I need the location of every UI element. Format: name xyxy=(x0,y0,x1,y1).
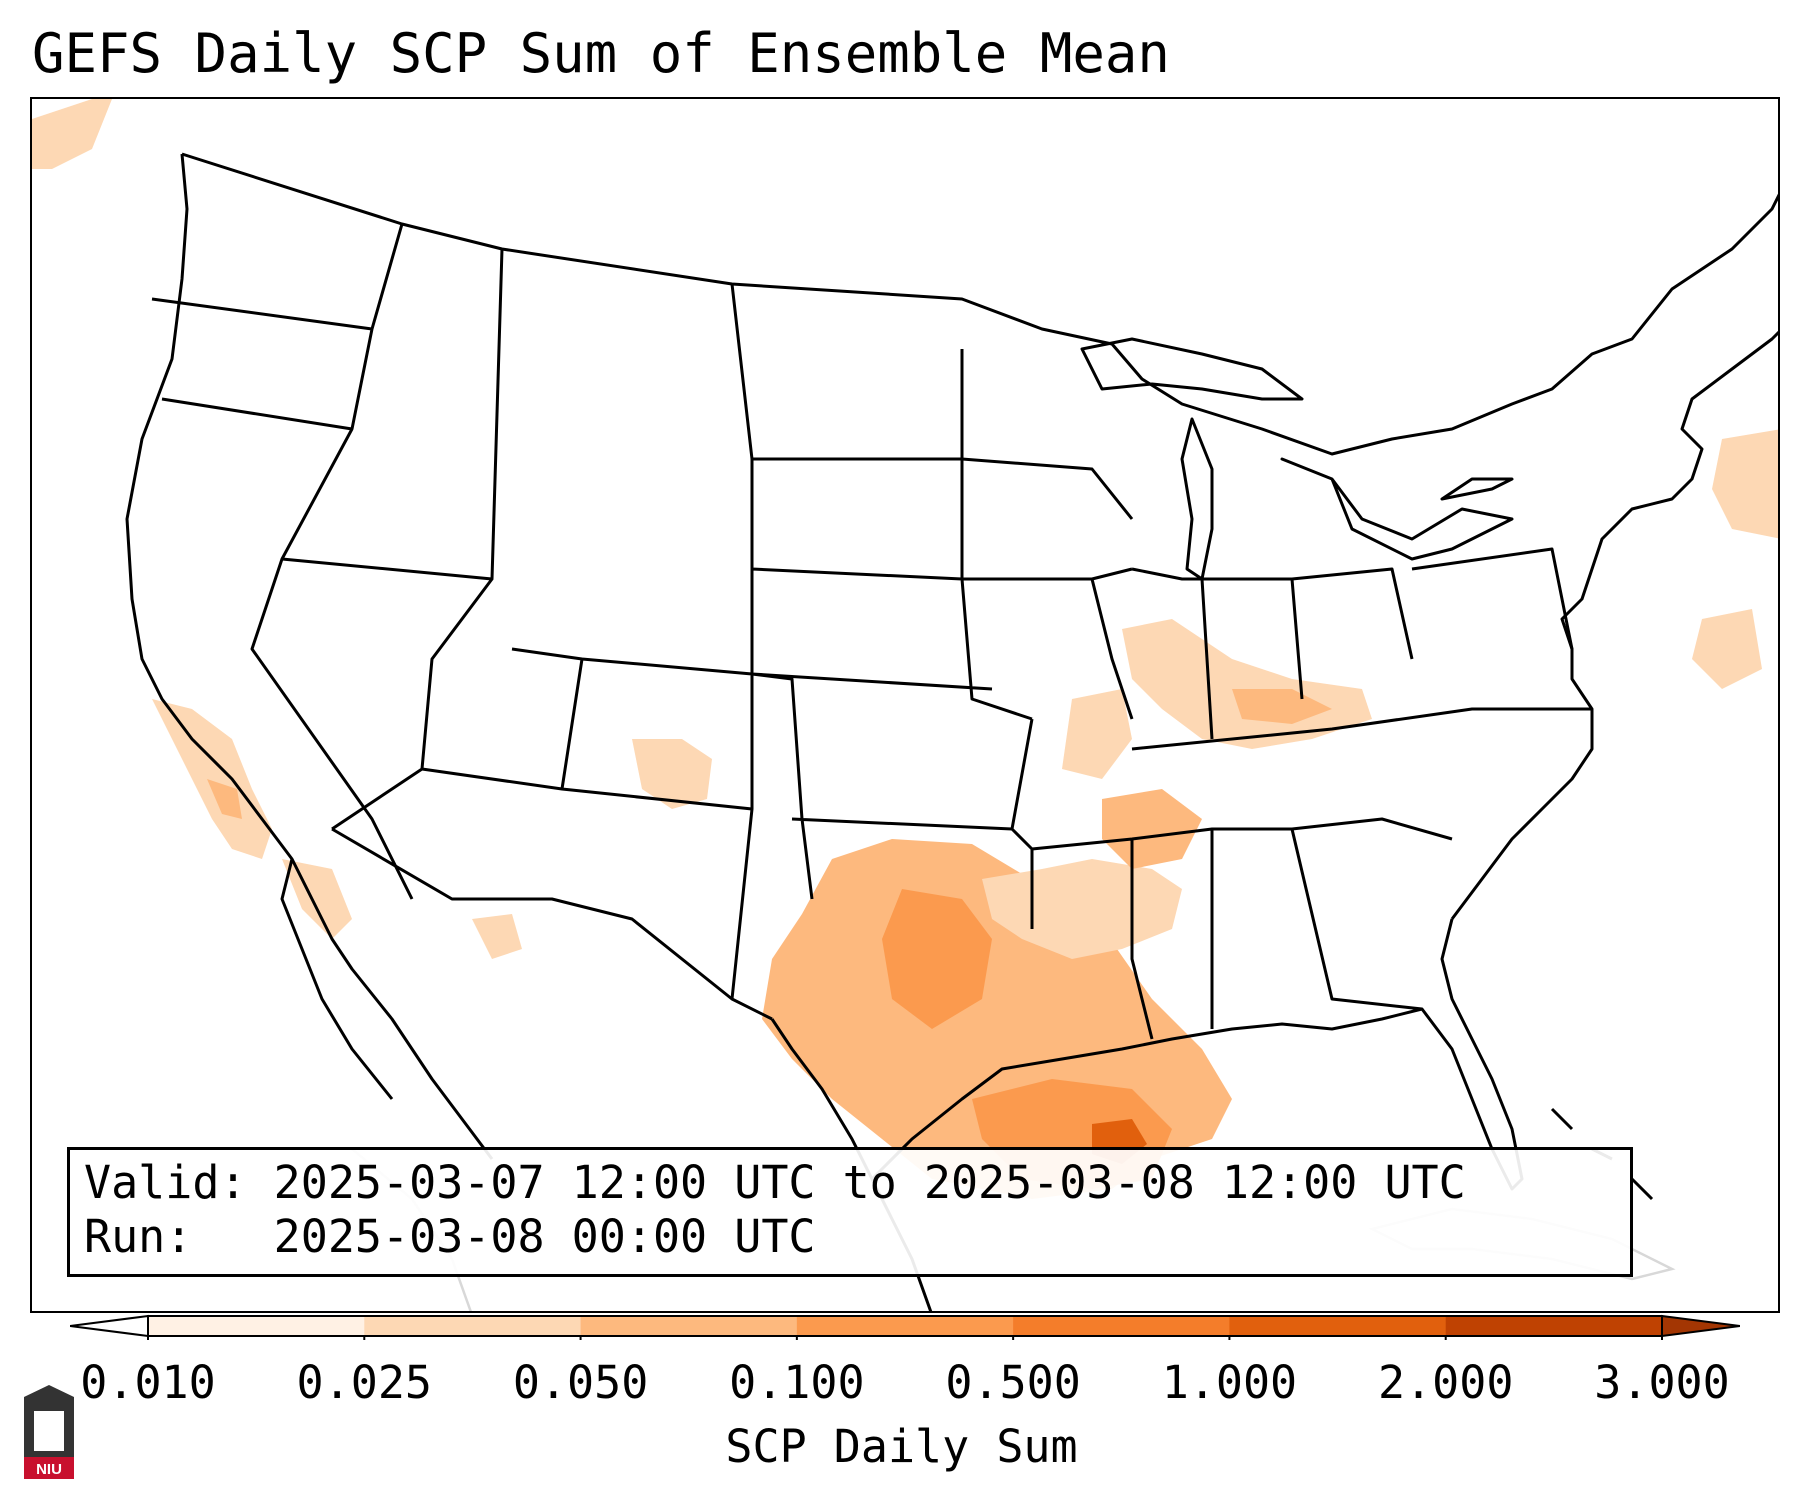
pacific-coast xyxy=(125,153,494,1160)
valid-value: 2025-03-07 12:00 UTC to 2025-03-08 12:00… xyxy=(273,1156,1466,1209)
colorbar-tick-label: 0.050 xyxy=(512,1356,649,1409)
colorbar-tick-label: 0.500 xyxy=(945,1356,1081,1409)
run-label: Run: xyxy=(84,1210,193,1263)
colorbar-segment xyxy=(580,1316,798,1336)
colorbar-extend-low xyxy=(70,1314,149,1338)
scp-area-missouri xyxy=(1062,689,1132,779)
colorbar xyxy=(70,1314,1740,1340)
scp-area-texas-core xyxy=(882,889,992,1029)
scp-area-mississippi xyxy=(1102,789,1202,869)
colorbar-tick-label: 2.000 xyxy=(1377,1356,1514,1409)
colorbar-segment xyxy=(148,1316,365,1336)
niu-logo: NIU xyxy=(24,1385,74,1479)
colorbar-tick-label: 3.000 xyxy=(1594,1356,1730,1409)
lake-michigan xyxy=(1180,417,1214,581)
map-svg xyxy=(32,99,1778,1311)
scp-area-mexico-inland xyxy=(472,914,522,959)
logo-badge xyxy=(24,1457,74,1479)
colorbar-extend-high xyxy=(1661,1314,1740,1338)
lake-ontario xyxy=(1440,477,1514,501)
state-lines-midwest xyxy=(960,349,1574,740)
colorbar-segment xyxy=(796,1316,1014,1336)
scp-area-pacific-nw xyxy=(32,99,112,169)
texas-coast xyxy=(870,918,1524,1191)
run-row: Run: 2025-03-08 00:00 UTC xyxy=(84,1210,1630,1264)
atlantic-coast xyxy=(1450,330,1778,920)
canada-border xyxy=(181,152,1778,456)
logo-window-icon xyxy=(34,1411,64,1451)
colorbar-tick-label: 0.025 xyxy=(296,1356,433,1409)
colorbar-ticks xyxy=(147,1336,1663,1340)
baja-coast xyxy=(280,858,394,1100)
scp-area-new-mexico xyxy=(632,739,712,809)
colorbar-segment xyxy=(1445,1316,1663,1336)
state-lines-mexico xyxy=(331,827,773,1021)
lake-superior xyxy=(1080,337,1304,401)
colorbar-segments xyxy=(147,1315,1663,1337)
colorbar-tick-label: 0.010 xyxy=(80,1356,216,1409)
scp-area-atlantic-ne xyxy=(1712,429,1778,539)
run-value: 2025-03-08 00:00 UTC xyxy=(273,1210,816,1263)
state-lines-plains xyxy=(730,283,1034,929)
scp-area-socal-core xyxy=(207,779,242,819)
valid-label: Valid: xyxy=(84,1156,247,1209)
info-box: Valid: 2025-03-07 12:00 UTC to 2025-03-0… xyxy=(67,1147,1633,1277)
scp-area-socal xyxy=(152,699,272,859)
state-lines-west xyxy=(151,223,754,1000)
logo-text: NIU xyxy=(36,1461,62,1478)
colorbar-segment xyxy=(1013,1316,1230,1336)
colorbar-label: SCP Daily Sum xyxy=(725,1420,1078,1473)
scp-area-atlantic-mid xyxy=(1692,609,1762,689)
colorbar-segment xyxy=(1229,1316,1447,1336)
valid-row: Valid: 2025-03-07 12:00 UTC to 2025-03-0… xyxy=(84,1156,1630,1210)
map-panel xyxy=(30,97,1780,1313)
chart-title: GEFS Daily SCP Sum of Ensemble Mean xyxy=(32,22,1170,85)
scp-area-ohio-core xyxy=(1232,689,1332,724)
colorbar-tick-label: 0.100 xyxy=(729,1356,865,1409)
state-lines-south xyxy=(1031,707,1592,1040)
colorbar-segment xyxy=(364,1316,582,1336)
scp-area-baja xyxy=(282,859,352,939)
lake-huron-erie xyxy=(1280,457,1514,561)
colorbar-tick-label: 1.000 xyxy=(1161,1356,1298,1409)
scp-shading xyxy=(32,99,1778,1199)
